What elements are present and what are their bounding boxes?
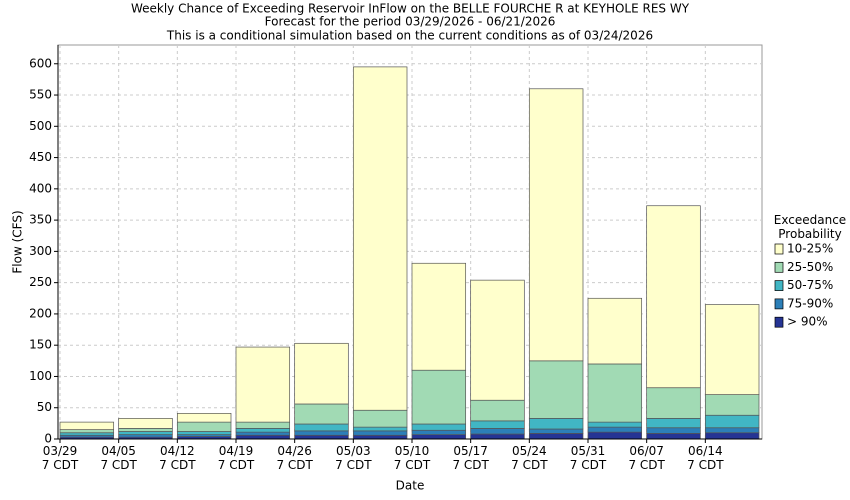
bar-segment	[470, 428, 525, 435]
bar-segment	[176, 431, 232, 435]
bar-segment	[646, 433, 701, 440]
legend-label: 75-90%	[787, 296, 833, 310]
y-tick-label: 350	[29, 213, 52, 227]
y-tick-label: 500	[29, 119, 52, 133]
bar-segment	[646, 427, 701, 434]
bar-segment	[176, 413, 232, 423]
bar-segment	[411, 423, 467, 431]
bar-segment	[704, 414, 760, 429]
bar-segment	[470, 279, 525, 401]
legend-label: 10-25%	[787, 242, 833, 256]
bar-segment	[587, 297, 643, 365]
bar-segment	[118, 428, 173, 432]
y-tick-label: 300	[29, 244, 52, 258]
bar-segment	[587, 426, 643, 433]
x-tick-label: 03/29 7 CDT	[41, 444, 79, 472]
bar-segment	[704, 304, 760, 395]
y-tick-label: 600	[29, 56, 52, 70]
bar-segment	[294, 403, 349, 425]
y-tick-label: 100	[29, 369, 52, 383]
legend-label: > 90%	[787, 315, 828, 329]
x-tick-label: 05/31 7 CDT	[569, 444, 607, 472]
legend-swatch	[774, 243, 784, 255]
x-tick-label: 04/12 7 CDT	[159, 444, 196, 472]
bar-segment	[646, 418, 701, 429]
bar-segment	[118, 431, 173, 435]
y-tick-label: 450	[29, 150, 52, 164]
legend-swatch	[774, 261, 784, 273]
bar-segment	[352, 66, 408, 411]
bar-segment	[294, 342, 349, 405]
bar-segment	[470, 420, 525, 429]
plot-area	[57, 44, 763, 440]
bar-segment	[59, 429, 115, 434]
x-tick-label: 04/19 7 CDT	[217, 444, 255, 472]
y-tick-label: 250	[29, 275, 52, 289]
bar-segment	[235, 434, 291, 440]
x-axis-label: Date	[396, 479, 425, 493]
x-tick-label: 06/07 7 CDT	[628, 444, 665, 472]
bar-segment	[294, 434, 349, 440]
bar-segment	[176, 421, 232, 432]
bar-segment	[352, 434, 408, 440]
bar-segment	[235, 431, 291, 436]
legend-title: Exceedance Probability	[773, 213, 847, 241]
bar-segment	[704, 394, 760, 416]
bar-segment	[470, 399, 525, 422]
bar-segment	[294, 423, 349, 432]
bar-segment	[528, 433, 584, 440]
bar-segment	[352, 430, 408, 436]
legend-swatch	[774, 316, 784, 328]
bar-segment	[352, 409, 408, 428]
y-tick-label: 50	[37, 400, 52, 414]
bar-segment	[646, 205, 701, 389]
bar-segment	[294, 430, 349, 436]
bar-segment	[411, 429, 467, 435]
chart-title: Weekly Chance of Exceeding Reservoir InF…	[131, 2, 690, 16]
bar-segment	[235, 346, 291, 423]
bar-segment	[118, 434, 173, 438]
bar-segment	[470, 433, 525, 440]
x-tick-label: 04/26 7 CDT	[276, 444, 313, 472]
x-tick-label: 05/24 7 CDT	[511, 444, 548, 472]
chart-subtitle: Forecast for the period 03/29/2026 - 06/…	[265, 15, 556, 29]
bar-segment	[118, 418, 173, 429]
bar-segment	[646, 387, 701, 419]
x-tick-label: 04/05 7 CDT	[100, 444, 137, 472]
bar-segment	[59, 432, 115, 436]
y-tick-label: 150	[29, 338, 52, 352]
bar-segment	[235, 421, 291, 429]
bar-segment	[411, 434, 467, 440]
y-tick-label: 200	[29, 306, 52, 320]
legend-label: 25-50%	[787, 260, 833, 274]
x-tick-label: 05/17 7 CDT	[452, 444, 489, 472]
legend-swatch	[774, 280, 784, 291]
bar-segment	[411, 262, 467, 371]
bar-segment	[528, 428, 584, 434]
legend-swatch	[774, 298, 784, 310]
y-tick-label: 0	[44, 432, 52, 446]
x-tick-label: 05/03 7 CDT	[335, 444, 372, 472]
bar-segment	[528, 360, 584, 419]
x-tick-label: 06/14 7 CDT	[687, 444, 724, 472]
bar-segment	[587, 431, 643, 440]
bar-segment	[587, 421, 643, 428]
bar-segment	[704, 427, 760, 434]
bar-segment	[587, 363, 643, 423]
y-axis-label: Flow (CFS)	[11, 210, 25, 273]
bar-segment	[235, 428, 291, 433]
legend-label: 50-75%	[787, 278, 833, 292]
y-tick-label: 400	[29, 181, 52, 195]
bar-segment	[411, 369, 467, 425]
chart-subtitle: This is a conditional simulation based o…	[166, 29, 653, 43]
bar-segment	[352, 426, 408, 432]
bar-segment	[704, 432, 760, 440]
y-tick-label: 550	[29, 88, 52, 102]
bar-segment	[59, 421, 115, 430]
bar-segment	[528, 88, 584, 362]
x-tick-label: 05/10 7 CDT	[393, 444, 431, 472]
bar-segment	[528, 418, 584, 430]
